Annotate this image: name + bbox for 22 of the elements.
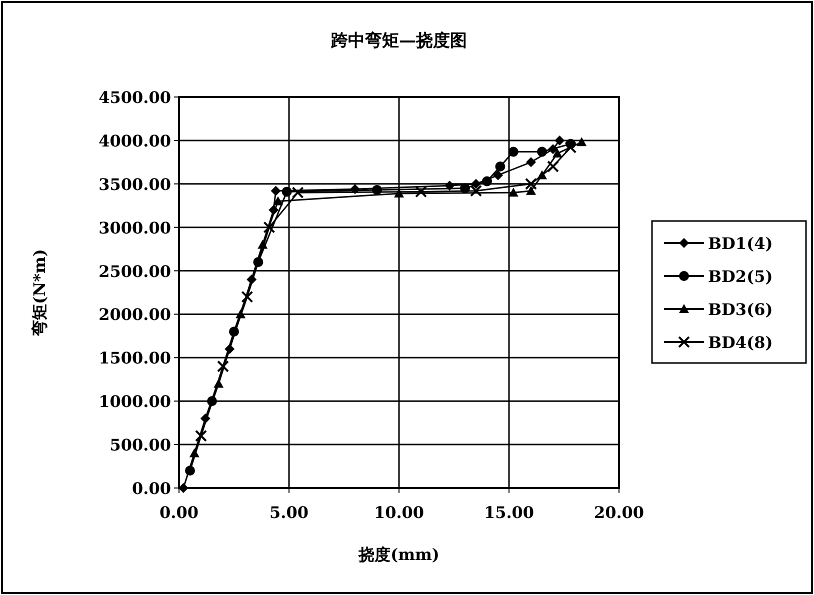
y-tick-label: 2000.00 [98,305,171,324]
y-tick-label: 0.00 [132,479,171,498]
y-tick-label: 3500.00 [98,174,171,194]
y-tick-label: 2500.00 [98,262,171,281]
x-tick-label: 15.00 [484,503,534,522]
y-tick-label: 4000.00 [98,131,171,150]
legend-label: BD1(4) [708,234,773,253]
y-tick-label: 1500.00 [98,348,171,368]
legend-label: BD3(6) [708,300,773,319]
chart-title: 跨中弯矩—挠度图 [330,31,467,51]
y-tick-label: 1000.00 [98,392,171,412]
x-tick-label: 0.00 [160,503,198,522]
y-tick-label: 4500.00 [98,88,171,107]
x-tick-label: 20.00 [594,503,644,522]
x-tick-label: 10.00 [374,503,424,522]
x-tick-label: 5.00 [270,503,308,522]
y-tick-label: 500.00 [110,436,171,455]
legend-label: BD2(5) [708,267,773,286]
legend-label: BD4(8) [708,333,773,352]
x-axis-title: 挠度(mm) [358,545,440,564]
y-axis-title: 弯矩(N*m) [30,248,49,338]
y-tick-label: 3000.00 [98,218,171,238]
